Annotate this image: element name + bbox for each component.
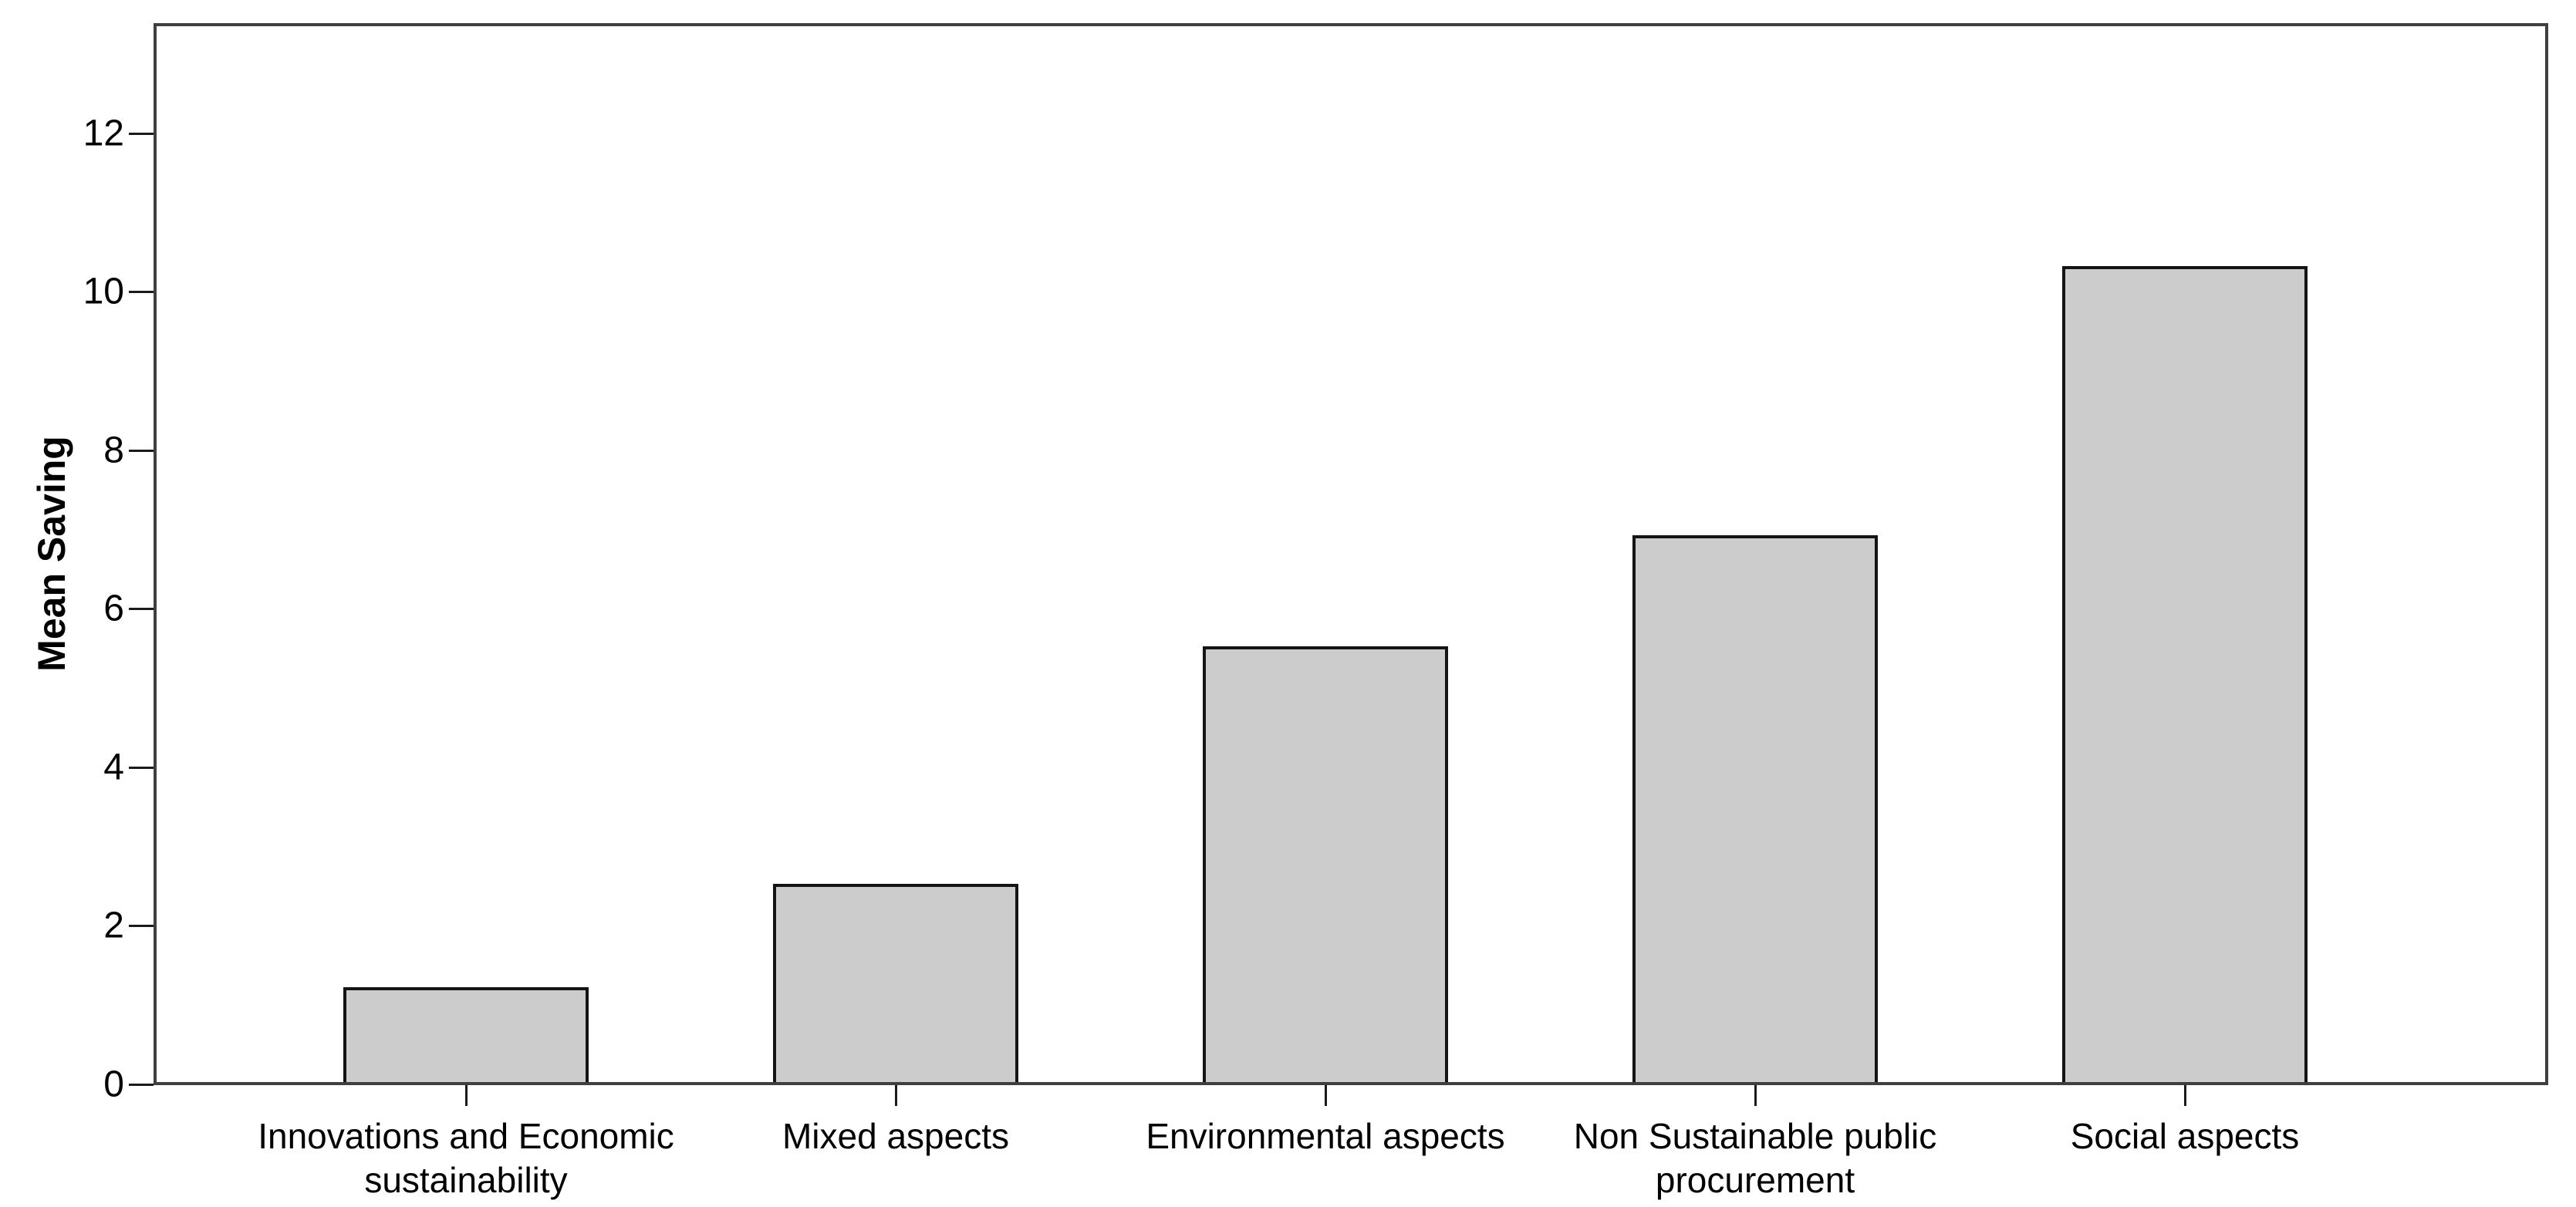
y-axis-tick-6 — [129, 608, 154, 610]
y-axis-tick-2 — [129, 925, 154, 927]
x-category-label-1: Mixed aspects — [782, 1116, 1009, 1156]
y-tick-label-2: 2 — [103, 905, 124, 946]
x-category-label-0: Innovations and Economic sustainability — [258, 1116, 674, 1200]
bar-4 — [2062, 266, 2308, 1082]
x-category-label-4: Social aspects — [2070, 1116, 2300, 1156]
y-tick-label-8: 8 — [103, 430, 124, 471]
x-axis-tick-4 — [2184, 1085, 2186, 1106]
y-tick-label-12: 12 — [83, 113, 124, 154]
plot-area — [154, 23, 2548, 1085]
x-axis-tick-2 — [1325, 1085, 1327, 1106]
y-tick-label-4: 4 — [103, 747, 124, 788]
y-axis-tick-4 — [129, 767, 154, 769]
y-tick-label-10: 10 — [83, 271, 124, 312]
bar-3 — [1632, 535, 1878, 1082]
y-axis-tick-8 — [129, 450, 154, 452]
bar-2 — [1203, 646, 1448, 1082]
x-category-label-2: Environmental aspects — [1146, 1116, 1505, 1156]
y-axis-tick-10 — [129, 291, 154, 293]
y-axis-tick-12 — [129, 133, 154, 135]
bar-1 — [773, 884, 1018, 1082]
x-axis-tick-1 — [895, 1085, 897, 1106]
x-axis-tick-0 — [465, 1085, 468, 1106]
x-axis-tick-3 — [1754, 1085, 1757, 1106]
x-category-label-3: Non Sustainable public procurement — [1573, 1116, 1937, 1200]
y-tick-label-0: 0 — [103, 1064, 124, 1105]
y-axis-tick-0 — [129, 1084, 154, 1086]
bar-0 — [343, 987, 589, 1082]
y-tick-label-6: 6 — [103, 588, 124, 629]
